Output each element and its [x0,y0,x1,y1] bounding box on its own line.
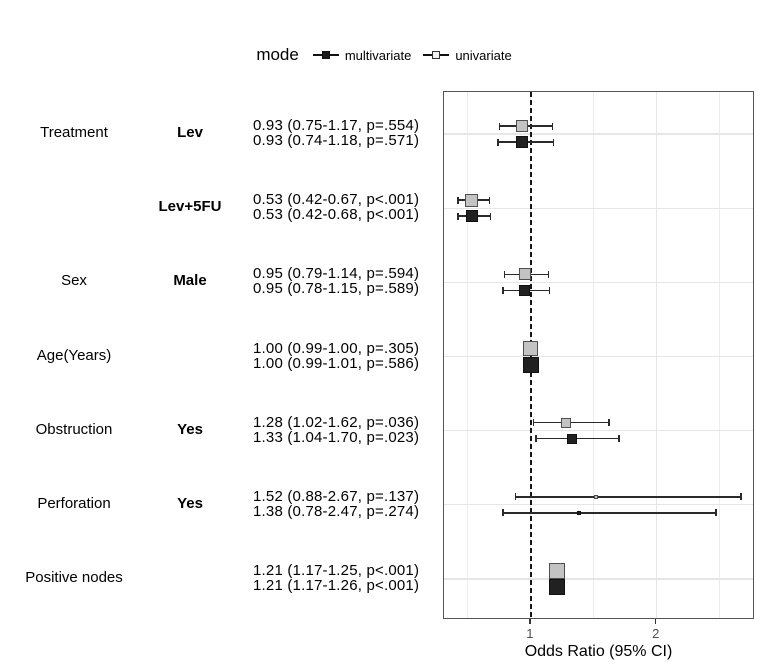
marker-univariate [523,341,539,356]
marker-univariate [561,417,572,428]
x-tick-label: 2 [652,626,660,641]
legend-item-multivariate: multivariate [312,47,412,63]
row-variable-label: Treatment [40,124,108,141]
x-tick-label: 1 [526,626,534,641]
errorbar-cap [618,435,620,443]
x-tick [529,619,531,624]
marker-multivariate [516,136,529,148]
marker-univariate [549,563,566,580]
major-gridline [444,430,753,432]
legend-label-univariate: univariate [455,47,512,63]
errorbar-cap [552,138,555,146]
estimate-multivariate: 1.33 (1.04-1.70, p=.023) [253,428,420,446]
estimate-multivariate: 0.95 (0.78-1.15, p=.589) [253,280,420,298]
major-gridline [444,578,753,580]
errorbar-univariate [515,496,742,498]
row-estimates: 0.93 (0.75-1.17, p=.554) 0.93 (0.74-1.18,… [253,118,448,148]
errorbar-cap [497,138,499,146]
legend-label-multivariate: multivariate [344,47,412,63]
major-gridline [444,504,753,506]
row-estimates: 0.53 (0.42-0.67, p<.001) 0.53 (0.42-0.68,… [253,192,448,222]
estimate-univariate: 1.28 (1.02-1.62, p=.036) [253,413,420,431]
marker-multivariate [576,510,581,515]
row-variable-label: Age(Years) [36,346,112,364]
row-estimates: 1.28 (1.02-1.62, p=.036) 1.33 (1.04-1.70,… [253,415,448,445]
row-estimates: 0.95 (0.79-1.14, p=.594) 0.95 (0.78-1.15,… [253,266,448,296]
minor-gridline [593,92,595,618]
major-gridline [656,92,658,618]
row-estimates: 1.00 (0.99-1.00, p=.305) 1.00 (0.99-1.01,… [253,341,448,371]
marker-multivariate [519,284,531,296]
row-level-label: Yes [177,494,203,512]
errorbar-cap [535,435,537,443]
row-variable-label: Sex [61,272,87,290]
estimate-multivariate: 1.00 (0.99-1.01, p=.586) [253,354,420,372]
errorbar-cap [457,212,459,220]
open-square-key-icon [423,50,450,60]
errorbar-cap [549,286,551,294]
x-tick [655,619,657,624]
estimate-univariate: 1.52 (0.88-2.67, p=.137) [253,487,420,505]
marker-univariate [465,193,479,207]
marker-multivariate [522,356,539,373]
errorbar-cap [502,509,504,517]
errorbar-cap [457,196,459,204]
row-level-label: Yes [177,420,203,438]
major-gridline [444,207,753,209]
legend-title: mode [256,45,299,64]
row-estimates: 1.21 (1.17-1.25, p<.001) 1.21 (1.17-1.26,… [253,563,448,593]
errorbar-multivariate [503,512,716,514]
estimate-univariate: 1.21 (1.17-1.25, p<.001) [253,562,420,580]
plot-panel [443,91,754,619]
row-variable-label: Perforation [37,494,111,512]
x-axis-title: Odds Ratio (95% CI) [524,643,673,660]
errorbar-multivariate [535,437,619,440]
errorbar-cap [502,286,504,294]
estimate-multivariate: 0.93 (0.74-1.18, p=.571) [253,132,420,149]
legend: mode multivariate univariate [0,42,768,68]
minor-gridline [719,92,721,618]
errorbar-cap [551,122,553,130]
estimate-multivariate: 1.21 (1.17-1.26, p<.001) [253,577,420,595]
marker-multivariate [465,210,478,223]
errorbar-cap [489,212,492,220]
errorbar-cap [608,419,610,427]
estimate-multivariate: 0.53 (0.42-0.68, p<.001) [253,206,420,224]
errorbar-cap [503,270,506,278]
estimate-univariate: 0.53 (0.42-0.67, p<.001) [253,191,420,209]
marker-multivariate [567,433,578,444]
estimate-univariate: 0.95 (0.79-1.14, p=.594) [253,265,420,283]
errorbar-univariate [533,421,609,424]
marker-univariate [594,494,599,499]
estimate-multivariate: 1.38 (0.78-2.47, p=.274) [253,502,420,520]
errorbar-cap [715,509,717,517]
major-gridline [444,133,753,135]
errorbar-cap [532,419,535,427]
row-variable-label: Obstruction [35,420,113,438]
marker-multivariate [549,579,566,596]
row-level-label: Male [173,272,207,290]
row-estimates: 1.52 (0.88-2.67, p=.137) 1.38 (0.78-2.47,… [253,489,448,519]
marker-univariate [518,268,531,281]
legend-item-univariate: univariate [423,47,512,63]
estimate-univariate: 0.93 (0.75-1.17, p=.554) [253,117,420,134]
row-variable-label: Positive nodes [25,569,123,587]
row-level-label: Lev+5FU [158,198,222,216]
filled-square-key-icon [312,50,339,60]
major-gridline [444,281,753,283]
minor-gridline [467,92,469,618]
errorbar-cap [740,493,742,501]
errorbar-cap [498,122,501,130]
errorbar-cap [488,196,491,204]
errorbar-cap [547,270,550,278]
major-gridline [444,355,753,358]
errorbar-cap [515,493,517,501]
estimate-univariate: 1.00 (0.99-1.00, p=.305) [253,339,420,357]
row-level-label: Lev [177,124,203,141]
marker-univariate [516,120,529,132]
